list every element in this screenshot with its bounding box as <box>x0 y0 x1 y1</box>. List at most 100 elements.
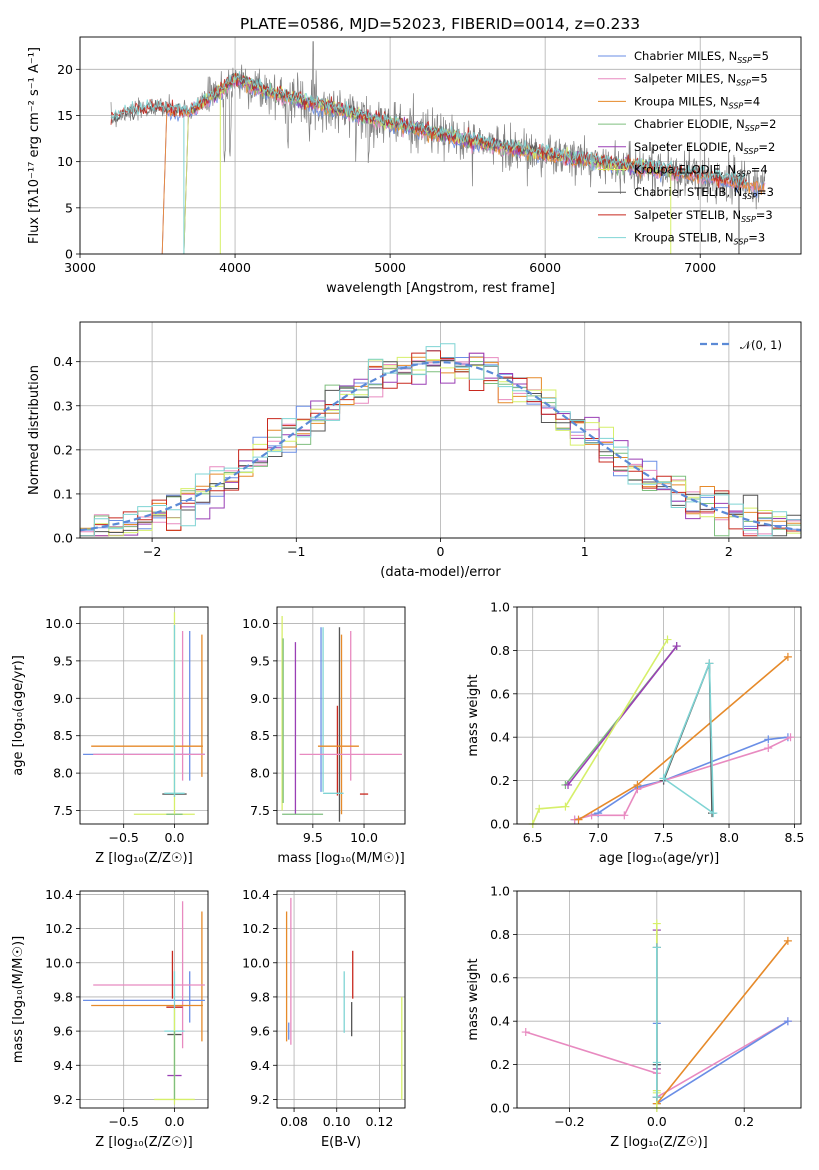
weight-point-marker <box>672 642 681 651</box>
y-tick-label: 20 <box>57 62 73 77</box>
y-tick-label: 10.0 <box>242 616 270 631</box>
weight-series-line <box>578 656 789 821</box>
legend-label: Kroupa MILES, NSSP=4 <box>634 94 760 110</box>
x-axis-label: age [log₁₀(age/yr)] <box>599 851 720 866</box>
y-tick-label: 0.6 <box>490 686 510 701</box>
y-tick-label: 8.5 <box>250 728 270 743</box>
y-tick-label: 0.2 <box>490 1057 510 1072</box>
y-tick-label: 0.0 <box>490 817 510 832</box>
y-axis-label: mass weight <box>466 958 481 1040</box>
x-tick-label: 6.5 <box>523 830 543 845</box>
weight-point-marker <box>652 1058 661 1067</box>
y-tick-label: 7.5 <box>250 803 270 818</box>
x-tick-label: 2 <box>725 544 733 559</box>
x-tick-label: 10.0 <box>350 830 378 845</box>
weight-series-line <box>574 736 788 821</box>
y-tick-label: 10.4 <box>242 887 270 902</box>
mass-vs-metallicity-panel: −0.5 0.0 9.2 9.4 9.6 9.8 10.0 10.2 10.4 Z [log₁₀(… <box>11 887 209 1150</box>
weight-point-marker <box>663 635 672 644</box>
plot-area <box>83 901 205 1105</box>
legend-label: Chabrier ELODIE, NSSP=2 <box>634 117 776 133</box>
y-tick-label: 0.3 <box>53 398 73 413</box>
x-tick-label: 0.12 <box>365 1114 393 1129</box>
age-vs-mass-panel: 9.5 10.0 7.5 8.0 8.5 9.0 9.5 10.0 mass [log₁₀(M/… <box>242 606 406 866</box>
weight-series-line <box>531 639 669 825</box>
x-tick-label: 0 <box>437 544 445 559</box>
weight-point-marker <box>764 735 773 744</box>
y-tick-label: 0.4 <box>53 354 73 369</box>
weight-point-marker <box>709 809 718 818</box>
x-tick-label: 3000 <box>64 260 96 275</box>
histogram-step <box>80 343 801 537</box>
legend-label: Chabrier STELIB, NSSP=3 <box>634 185 774 201</box>
x-tick-label: −2 <box>143 544 161 559</box>
y-tick-label: 10.0 <box>45 955 73 970</box>
weight-point-marker <box>652 1093 661 1102</box>
legend-label-sub: SSP <box>736 79 751 88</box>
legend-label: Salpeter ELODIE, NSSP=2 <box>634 140 775 156</box>
y-tick-label: 0.1 <box>53 486 73 501</box>
legend-label-sub: SSP <box>741 215 756 224</box>
legend-label-main: Salpeter ELODIE, N <box>634 140 744 154</box>
x-axis-label: E(B-V) <box>321 1135 361 1150</box>
x-tick-label: 0.0 <box>165 830 185 845</box>
y-tick-label: 10.2 <box>242 921 270 936</box>
x-axis-label: (data-model)/error <box>380 565 501 580</box>
axes-frame <box>276 890 406 1109</box>
legend-label-sub: SSP <box>736 170 751 179</box>
weight-point-marker <box>561 802 570 811</box>
y-tick-label: 0.0 <box>53 531 73 546</box>
y-tick-label: 0.4 <box>490 730 510 745</box>
weight-point-marker <box>705 659 714 668</box>
gauss-legend-label: 𝒩(0, 1) <box>740 338 782 352</box>
model-spectrum-line <box>110 71 747 187</box>
x-tick-label: 9.5 <box>303 830 323 845</box>
y-tick-label: 9.4 <box>250 1058 270 1073</box>
x-tick-label: 6000 <box>529 260 561 275</box>
y-tick-label: 0.8 <box>490 643 510 658</box>
y-tick-label: 8.5 <box>53 728 73 743</box>
x-tick-label: −0.2 <box>554 1114 584 1129</box>
y-tick-label: 10.0 <box>45 616 73 631</box>
y-tick-label: 7.5 <box>53 803 73 818</box>
axes-frame <box>516 890 802 1109</box>
legend-label-suffix: =5 <box>752 49 769 63</box>
legend-label: Salpeter MILES, NSSP=5 <box>634 72 768 88</box>
legend-label-suffix: =5 <box>751 72 768 86</box>
y-tick-label: 9.5 <box>250 653 270 668</box>
y-tick-label: 9.4 <box>53 1058 73 1073</box>
legend-label-main: Kroupa STELIB, N <box>634 231 734 245</box>
legend-label-suffix: =3 <box>748 231 765 245</box>
x-tick-label: 0.08 <box>280 1114 308 1129</box>
legend-label-main: Kroupa MILES, N <box>634 94 729 108</box>
weight-vs-age-panel: 6.5 7.0 7.5 8.0 8.5 0.0 0.2 0.4 0.6 0.8 1.0 age [lo… <box>466 600 804 867</box>
legend-label-main: Kroupa ELODIE, N <box>634 163 736 177</box>
x-tick-label: −1 <box>287 544 305 559</box>
x-axis-label: Z [log₁₀(Z/Z☉)] <box>95 1135 192 1150</box>
weight-point-marker <box>652 919 661 928</box>
plot-area <box>285 897 403 1100</box>
figure-title: PLATE=0586, MJD=52023, FIBERID=0014, z=0… <box>240 15 640 33</box>
y-tick-label: 0 <box>65 247 73 262</box>
y-tick-label: 9.2 <box>53 1092 73 1107</box>
gaussian-curve <box>80 360 801 532</box>
x-tick-label: 7.5 <box>654 830 674 845</box>
y-tick-label: 10.4 <box>45 887 73 902</box>
legend-label-sub: SSP <box>744 147 759 156</box>
y-tick-label: 1.0 <box>490 884 510 899</box>
x-tick-label: 1 <box>581 544 589 559</box>
x-tick-label: 0.2 <box>734 1114 754 1129</box>
weight-point-marker <box>633 780 642 789</box>
legend-label: Kroupa STELIB, NSSP=3 <box>634 231 765 247</box>
histogram-step <box>80 352 801 537</box>
weight-point-marker <box>574 815 583 824</box>
y-tick-label: 9.2 <box>250 1092 270 1107</box>
legend-label-main: Salpeter MILES, N <box>634 72 736 86</box>
y-tick-label: 9.6 <box>53 1024 73 1039</box>
mass-vs-ebv-panel: 0.08 0.10 0.12 9.2 9.4 9.6 9.8 10.0 10.2 10.4 E(B-… <box>242 887 406 1150</box>
y-tick-label: 10 <box>57 154 73 169</box>
y-axis-label: Normed distribution <box>27 365 42 495</box>
x-axis-label: wavelength [Angstrom, rest frame] <box>326 281 555 296</box>
y-tick-label: 0.2 <box>53 442 73 457</box>
